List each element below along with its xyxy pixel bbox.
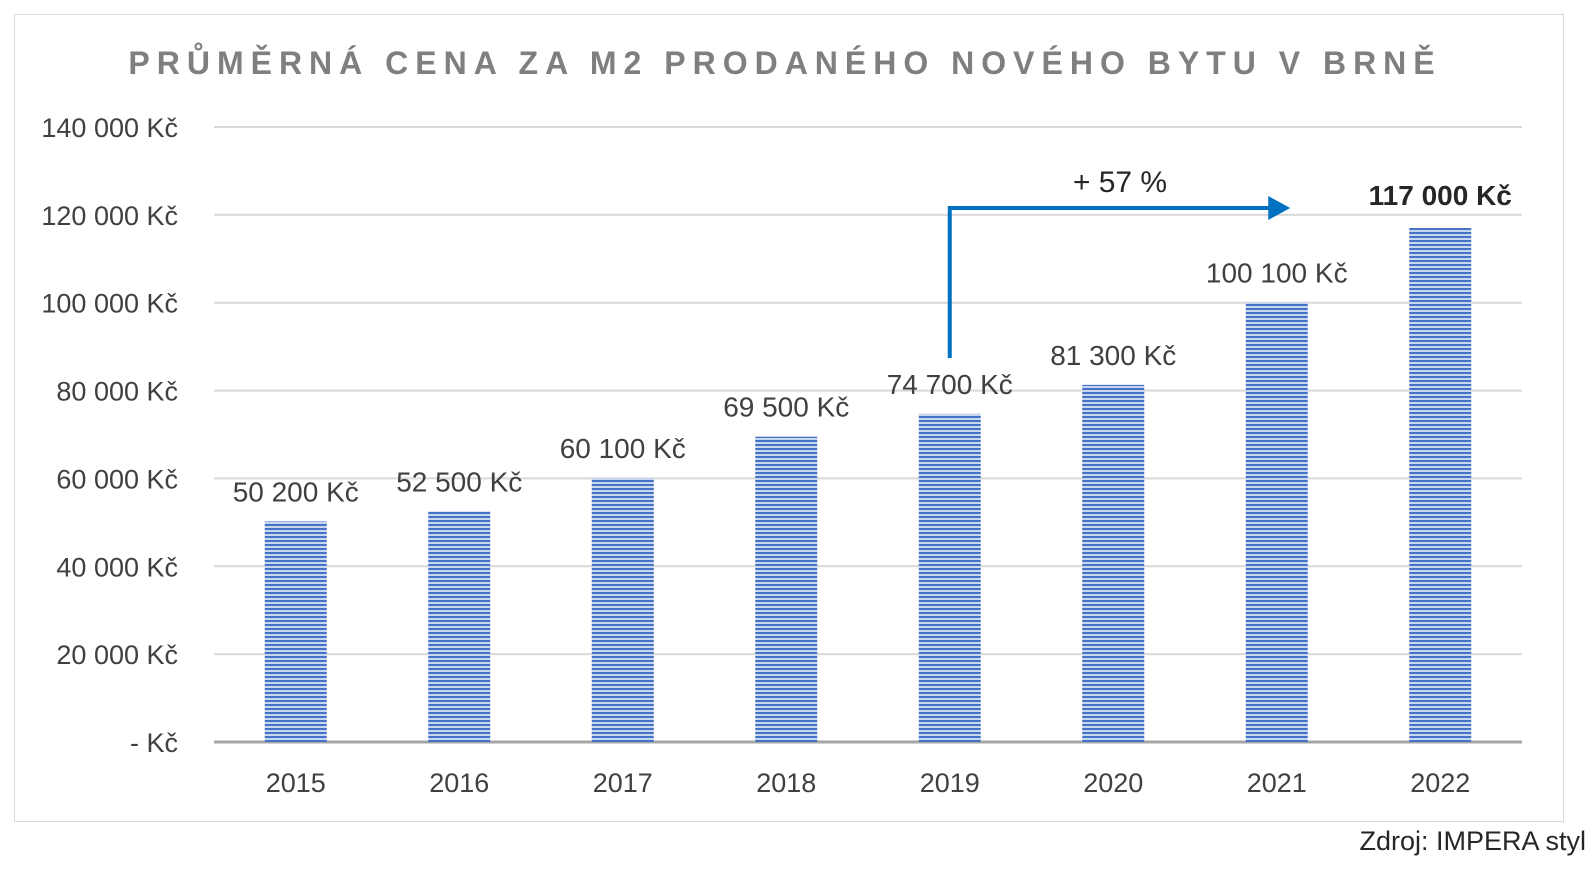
y-tick-label: - Kč	[130, 728, 178, 758]
y-tick-label: 20 000 Kč	[56, 640, 178, 670]
x-tick-label: 2016	[429, 768, 489, 798]
x-tick-label: 2017	[593, 768, 653, 798]
arrowhead-icon	[1268, 196, 1291, 220]
data-label: 60 100 Kč	[560, 433, 686, 464]
bar-2020	[1082, 384, 1145, 742]
x-tick-label: 2018	[756, 768, 816, 798]
y-tick-label: 140 000 Kč	[41, 113, 178, 143]
growth-arrow	[947, 206, 1273, 358]
data-label: 117 000 Kč	[1369, 180, 1512, 211]
y-tick-label: 120 000 Kč	[41, 201, 178, 231]
bar-2015	[264, 521, 327, 742]
source-note: Zdroj: IMPERA styl	[1359, 826, 1586, 856]
y-tick-label: 80 000 Kč	[56, 377, 178, 407]
bar-2019	[918, 413, 981, 742]
y-tick-label: 40 000 Kč	[56, 552, 178, 582]
bar-2017	[591, 477, 654, 742]
x-tick-label: 2022	[1410, 768, 1470, 798]
data-label: 69 500 Kč	[723, 392, 849, 423]
data-label: 81 300 Kč	[1050, 340, 1176, 371]
data-label: 52 500 Kč	[396, 466, 522, 497]
chart-title: PRŮMĚRNÁ CENA ZA M2 PRODANÉHO NOVÉHO BYT…	[128, 43, 1441, 81]
growth-annotation: + 57 %	[1073, 166, 1167, 199]
x-tick-label: 2021	[1247, 768, 1307, 798]
x-tick-label: 2015	[266, 768, 326, 798]
bar-2022	[1409, 228, 1472, 743]
y-tick-label: 60 000 Kč	[56, 464, 178, 494]
data-label: 100 100 Kč	[1206, 257, 1348, 288]
x-tick-label: 2019	[920, 768, 980, 798]
bar-2016	[428, 511, 491, 742]
data-label: 50 200 Kč	[233, 476, 359, 507]
data-label: 74 700 Kč	[887, 369, 1013, 400]
y-tick-label: 100 000 Kč	[41, 289, 178, 319]
bar-2018	[755, 436, 818, 742]
bar-2021	[1245, 302, 1308, 742]
x-tick-label: 2020	[1083, 768, 1143, 798]
